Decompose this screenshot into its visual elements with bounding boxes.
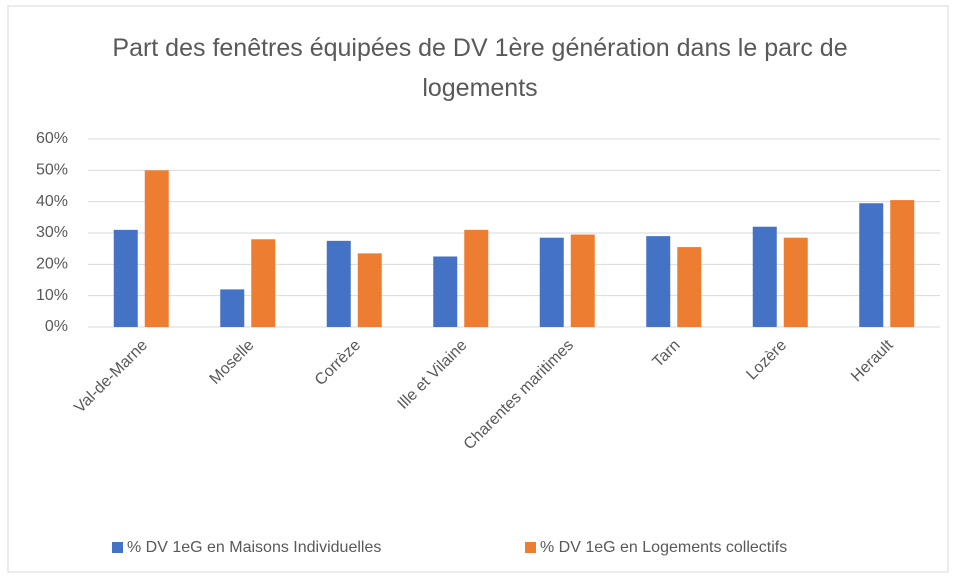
legend-swatch (112, 542, 123, 553)
x-tick-label: Ille et Vilaine (395, 337, 471, 413)
x-tick-label: Moselle (207, 337, 258, 388)
legend-swatch (525, 542, 536, 553)
bar (570, 234, 595, 327)
bar (859, 203, 884, 327)
y-tick-label: 10% (36, 287, 68, 304)
x-tick-label: Tarn (650, 337, 684, 371)
bar (433, 256, 458, 327)
x-tick-label: Herault (848, 336, 897, 385)
x-tick-label: Corrèze (312, 337, 364, 389)
chart-border (7, 5, 949, 573)
bar (677, 247, 702, 327)
y-tick-label: 60% (36, 130, 68, 147)
y-tick-label: 30% (36, 224, 68, 241)
bar (890, 200, 915, 327)
y-tick-label: 40% (36, 193, 68, 210)
bar (113, 229, 138, 327)
bar (539, 237, 564, 327)
legend-label: % DV 1eG en Logements collectifs (540, 539, 787, 556)
x-tick-label: Lozère (743, 337, 790, 384)
x-tick-label: Val-de-Marne (71, 337, 151, 417)
bar (357, 253, 382, 327)
bar (752, 226, 777, 327)
y-tick-label: 50% (36, 162, 68, 179)
bar (144, 170, 169, 327)
bar (326, 240, 351, 327)
bar (646, 236, 671, 327)
bar (251, 239, 276, 327)
y-tick-label: 0% (45, 318, 68, 335)
chart-title: Part des fenêtres équipées de DV 1ère gé… (112, 34, 848, 102)
bar (464, 229, 489, 327)
y-tick-label: 20% (36, 256, 68, 273)
bar (783, 237, 808, 327)
x-tick-label: Charentes maritimes (461, 337, 577, 453)
bar (220, 289, 245, 327)
legend-label: % DV 1eG en Maisons Individuelles (127, 539, 381, 556)
